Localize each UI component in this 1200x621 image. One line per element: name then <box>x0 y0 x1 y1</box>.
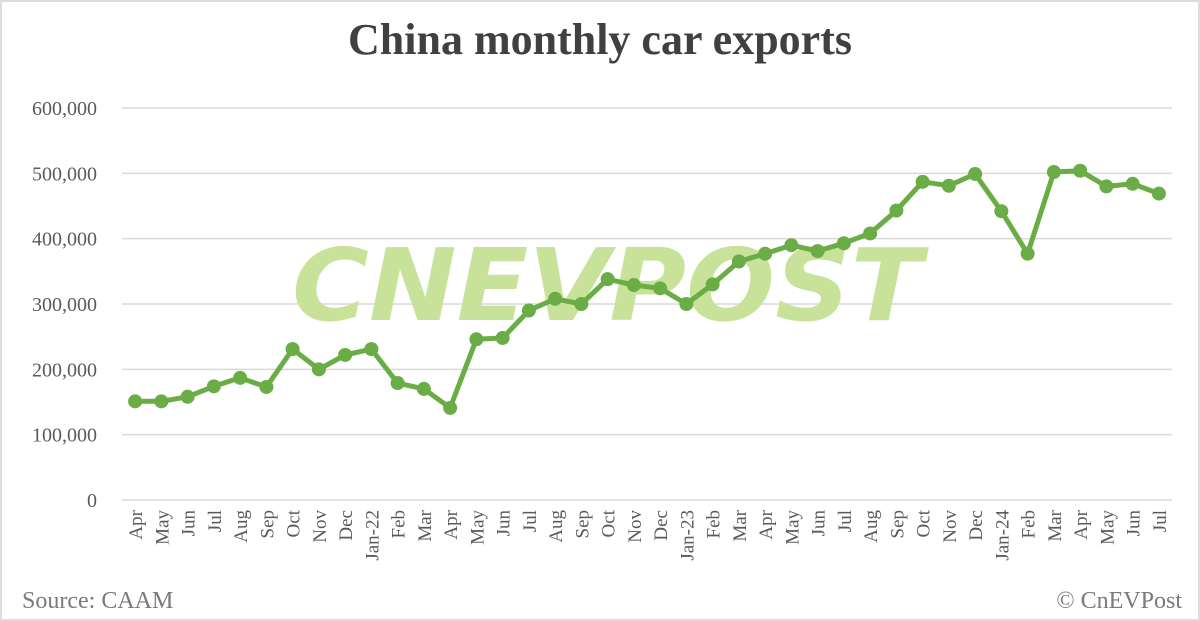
x-tick-label: Nov <box>940 510 961 543</box>
data-point <box>1099 179 1114 194</box>
data-point <box>128 394 143 409</box>
data-point <box>626 278 641 293</box>
data-point <box>416 381 431 396</box>
data-point <box>259 379 274 394</box>
copyright-note: © CnEVPost <box>1056 588 1182 614</box>
x-tick-label: Aug <box>546 510 567 543</box>
data-point <box>390 376 405 391</box>
data-point <box>1151 186 1166 201</box>
data-point <box>285 342 300 357</box>
data-point <box>206 379 221 394</box>
x-tick-label: Nov <box>625 510 646 543</box>
x-tick-label: Aug <box>861 510 882 543</box>
x-tick-label: Feb <box>1019 510 1040 539</box>
x-tick-label: Mar <box>1045 509 1066 541</box>
data-point <box>705 277 720 292</box>
data-point <box>338 347 353 362</box>
x-tick-label: May <box>152 510 173 545</box>
x-tick-label: Jan-24 <box>992 510 1013 561</box>
x-axis: Apr May Jun Jul Aug Sep Oct Nov Dec Jan-22 Feb Mar A… <box>126 509 1171 560</box>
x-tick-label: Feb <box>704 510 725 539</box>
chart-title: China monthly car exports <box>348 15 852 64</box>
x-tick-label: Mar <box>730 509 751 541</box>
data-point <box>311 362 326 377</box>
x-tick-label: Jan-22 <box>362 510 383 561</box>
x-tick-label: Nov <box>310 510 331 543</box>
data-point <box>1046 165 1061 180</box>
data-point <box>1073 163 1088 178</box>
x-tick-label: Jun <box>809 510 830 537</box>
x-tick-label: Dec <box>966 510 987 541</box>
y-tick-label: 200,000 <box>32 359 97 381</box>
data-point <box>469 332 484 347</box>
x-tick-label: May <box>1097 510 1118 545</box>
y-tick-label: 100,000 <box>32 425 97 447</box>
data-point <box>994 204 1009 219</box>
data-point <box>810 244 825 259</box>
data-point <box>180 389 195 404</box>
x-tick-label: Apr <box>126 509 147 539</box>
y-tick-label: 600,000 <box>32 98 97 120</box>
data-point <box>863 226 878 241</box>
x-tick-label: Mar <box>415 509 436 541</box>
data-point <box>968 166 983 181</box>
x-tick-label: May <box>782 510 803 545</box>
y-axis: 0 100,000 200,000 300,000 400,000 500,000 600,… <box>32 98 97 512</box>
x-tick-label: Jun <box>494 510 515 537</box>
data-point <box>784 238 799 253</box>
x-tick-label: Jul <box>1150 510 1171 532</box>
data-point <box>1020 246 1035 261</box>
data-point <box>443 400 458 415</box>
data-point <box>679 297 694 311</box>
x-tick-label: Jun <box>1124 510 1145 537</box>
data-point <box>731 254 746 269</box>
x-tick-label: Jul <box>835 510 856 532</box>
x-tick-label: May <box>467 510 488 545</box>
data-point <box>915 174 930 189</box>
data-point <box>233 370 248 385</box>
data-point <box>1125 176 1140 191</box>
x-tick-label: Oct <box>599 509 620 537</box>
y-tick-label: 400,000 <box>32 229 97 251</box>
y-tick-label: 500,000 <box>32 163 97 185</box>
data-point <box>154 394 169 409</box>
data-point <box>521 303 536 318</box>
y-tick-label: 0 <box>87 490 97 512</box>
data-point <box>574 297 589 311</box>
x-tick-label: Jul <box>205 510 226 532</box>
x-tick-label: Apr <box>441 509 462 539</box>
x-tick-label: Dec <box>336 510 357 541</box>
data-point <box>364 342 379 357</box>
data-point <box>889 203 904 218</box>
x-tick-label: Feb <box>389 510 410 539</box>
data-point <box>836 236 851 251</box>
data-point <box>548 291 563 306</box>
data-point <box>600 272 615 287</box>
x-tick-label: Jan-23 <box>677 510 698 561</box>
x-tick-label: Apr <box>756 509 777 539</box>
x-tick-label: Apr <box>1071 509 1092 539</box>
x-tick-label: Sep <box>887 510 908 539</box>
x-tick-label: Sep <box>257 510 278 539</box>
x-tick-label: Jun <box>179 510 200 537</box>
series-line <box>128 163 1166 415</box>
x-tick-label: Jul <box>520 510 541 532</box>
data-point <box>495 330 510 345</box>
x-tick-label: Sep <box>572 510 593 539</box>
data-point <box>758 246 773 261</box>
x-tick-label: Aug <box>231 510 252 543</box>
source-note: Source: CAAM <box>22 588 174 614</box>
gridlines <box>122 107 1172 501</box>
x-tick-label: Oct <box>284 509 305 537</box>
data-point <box>941 178 956 193</box>
data-point <box>653 281 668 296</box>
x-tick-label: Oct <box>914 509 935 537</box>
data-line <box>132 168 1162 411</box>
y-tick-label: 300,000 <box>32 294 97 316</box>
x-tick-label: Dec <box>651 510 672 541</box>
